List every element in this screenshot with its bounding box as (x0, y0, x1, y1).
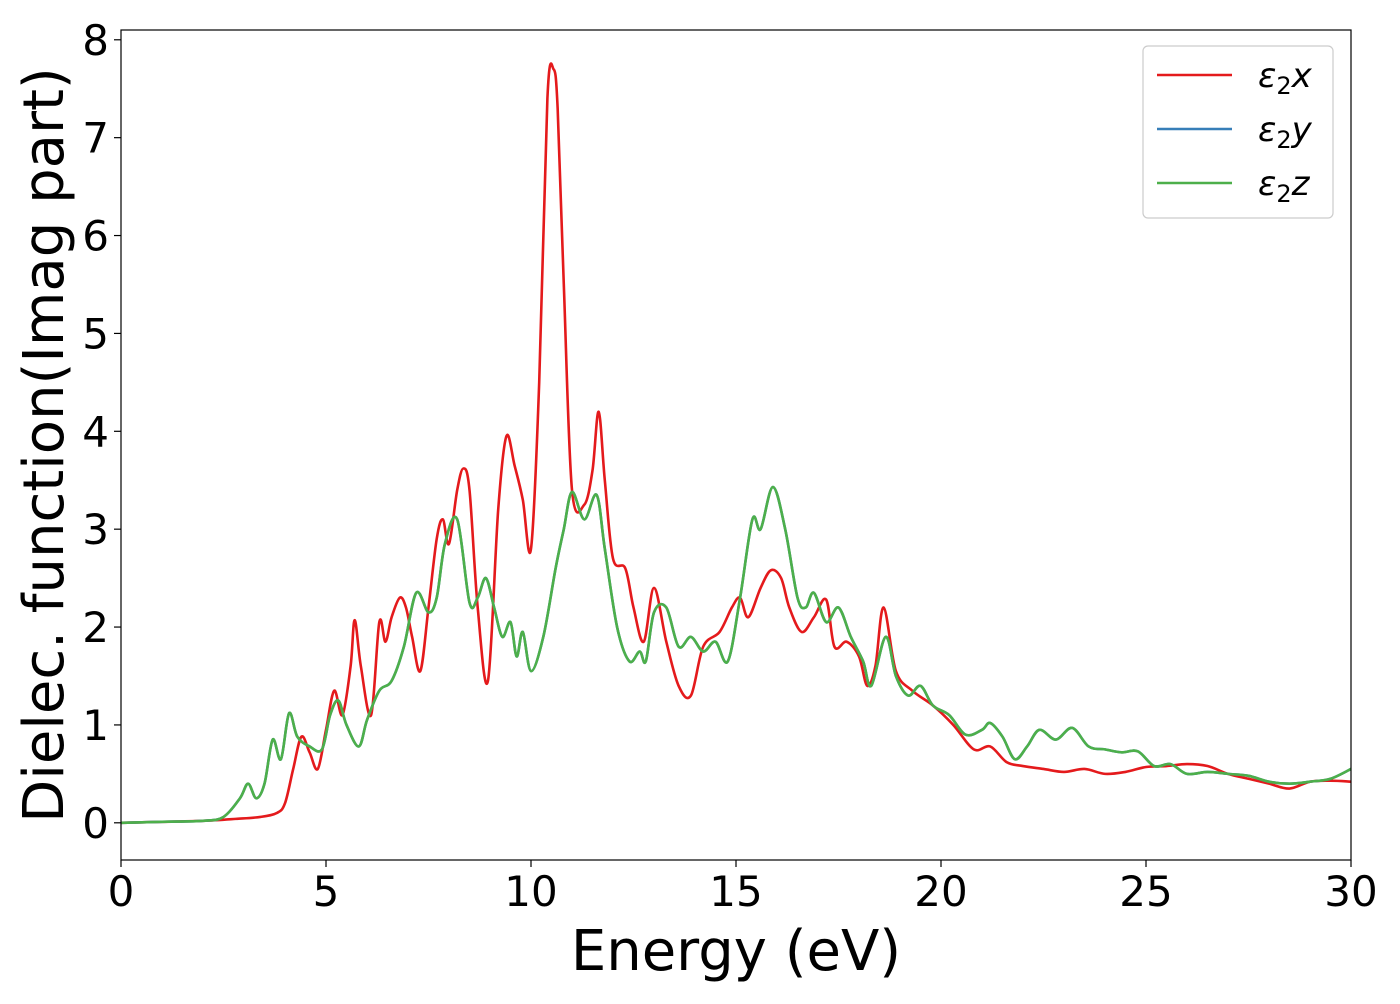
legend: ε2x ε2y ε2z (1142, 45, 1334, 219)
y-tick-label: 2 (82, 603, 109, 652)
x-tick-label: 30 (1324, 867, 1377, 916)
y-tick-label: 7 (82, 114, 109, 163)
series-line-3 (120, 485, 1352, 825)
x-axis-label: Energy (eV) (571, 919, 901, 984)
x-tick-label: 5 (313, 867, 340, 916)
y-tick-label: 5 (82, 309, 109, 358)
y-tick-label: 3 (82, 505, 109, 554)
y-axis-ticks: 0 1 2 3 4 5 6 7 8 (82, 16, 121, 848)
y-axis-label: Dielec. function(Imag part) (12, 67, 77, 823)
y-tick-label: 6 (82, 212, 109, 261)
x-tick-label: 15 (709, 867, 762, 916)
x-tick-label: 25 (1119, 867, 1172, 916)
legend-label-2: ε2y (1258, 110, 1313, 154)
y-tick-label: 1 (82, 701, 109, 750)
legend-label-1: ε2x (1258, 56, 1313, 100)
y-tick-label: 0 (82, 799, 109, 848)
legend-label-3: ε2z (1258, 164, 1311, 208)
x-tick-label: 20 (914, 867, 967, 916)
x-axis-ticks: 0 5 10 15 20 25 30 (108, 860, 1378, 916)
legend-entries: ε2x ε2y ε2z (1157, 56, 1313, 208)
y-tick-label: 4 (82, 407, 109, 456)
series-layer (120, 62, 1352, 825)
x-tick-label: 0 (108, 867, 135, 916)
legend-box (1142, 45, 1334, 219)
x-tick-label: 10 (504, 867, 557, 916)
y-tick-label: 8 (82, 16, 109, 65)
series-line-1 (120, 62, 1352, 825)
